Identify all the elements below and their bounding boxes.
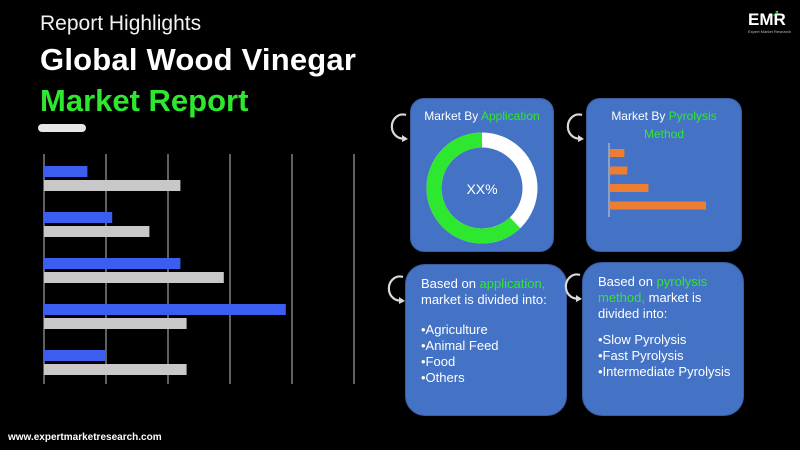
pyrolysis-title-prefix: Market By xyxy=(611,109,669,123)
mini-chart-bar xyxy=(610,184,649,192)
list-item: •Slow Pyrolysis xyxy=(598,332,687,347)
application-desc-highlight: application, xyxy=(479,276,546,291)
donut-value-arc xyxy=(426,132,538,244)
list-item: •Agriculture xyxy=(421,322,488,337)
decorative-pill xyxy=(38,124,86,132)
application-title-prefix: Market By xyxy=(424,109,481,123)
circular-arrow-icon xyxy=(387,275,405,304)
list-item: •Intermediate Pyrolysis xyxy=(598,364,731,379)
pyrolysis-title-highlight: Pyrolysis xyxy=(668,109,717,123)
main-chart-bars xyxy=(44,166,286,375)
main-chart-bar xyxy=(44,258,181,269)
circular-arrow-icon xyxy=(566,113,584,142)
application-donut-panel: Market By Application XX% xyxy=(410,98,554,252)
application-desc-text: Based on application, market is divided … xyxy=(421,276,561,386)
pyrolysis-desc-highlight: pyrolysis method, xyxy=(598,274,708,305)
main-chart-bar xyxy=(44,180,181,191)
pyrolysis-desc-suffix: market is divided into: xyxy=(598,290,702,321)
application-desc-suffix: market is divided into: xyxy=(421,292,547,307)
pyrolysis-desc-prefix: Based on xyxy=(598,274,657,289)
pyrolysis-desc-panel: Based on pyrolysis method, market is div… xyxy=(582,262,744,416)
footer-url[interactable]: www.expertmarketresearch.com xyxy=(8,432,162,443)
main-chart-bar xyxy=(44,212,113,223)
pyrolysis-panel-title: Market By Pyrolysis xyxy=(587,108,741,124)
emr-logo: EMR ➚ Expert Market Research xyxy=(748,8,794,36)
main-chart-bar xyxy=(44,304,286,315)
application-segment-list: •Agriculture •Animal Feed •Food •Others xyxy=(421,322,561,386)
main-chart-bar xyxy=(44,272,224,283)
title-line-1: Global Wood Vinegar xyxy=(40,42,357,77)
mini-chart-bar xyxy=(610,149,625,157)
main-chart-bar xyxy=(44,364,187,375)
application-desc-prefix: Based on xyxy=(421,276,480,291)
donut-center-label: XX% xyxy=(466,181,497,197)
main-chart-bar xyxy=(44,166,88,177)
application-desc-panel: Based on application, market is divided … xyxy=(405,264,567,416)
logo-text: EMR xyxy=(748,10,786,29)
title-line-2: Market Report xyxy=(40,83,249,118)
main-bar-chart xyxy=(43,154,355,384)
report-highlights-label: Report Highlights xyxy=(40,12,202,35)
mini-chart-bars xyxy=(608,143,706,217)
pyrolysis-title-line2: Method xyxy=(643,127,685,141)
logo-tagline: Expert Market Research xyxy=(748,29,792,34)
mini-chart-bar xyxy=(610,201,706,210)
list-item: •Fast Pyrolysis xyxy=(598,348,684,363)
main-chart-bar xyxy=(44,318,187,329)
pyrolysis-bar-chart xyxy=(608,143,706,217)
application-donut-chart: XX% xyxy=(426,132,538,244)
list-item: •Food xyxy=(421,354,456,369)
circular-arrow-icon xyxy=(564,273,582,302)
logo-swoosh-icon: ➚ xyxy=(772,8,780,18)
application-panel-title: Market By Application xyxy=(411,108,553,124)
pyrolysis-bar-panel: Market By Pyrolysis Method xyxy=(586,98,742,252)
pyrolysis-desc-text: Based on pyrolysis method, market is div… xyxy=(598,274,740,380)
main-chart-bar xyxy=(44,226,150,237)
application-title-highlight: Application xyxy=(480,109,540,123)
list-item: •Animal Feed xyxy=(421,338,499,353)
mini-chart-bar xyxy=(610,166,628,175)
main-chart-bar xyxy=(44,350,106,361)
list-item: •Others xyxy=(421,370,465,385)
pyrolysis-segment-list: •Slow Pyrolysis •Fast Pyrolysis •Interme… xyxy=(598,332,740,380)
circular-arrow-icon xyxy=(390,113,408,142)
